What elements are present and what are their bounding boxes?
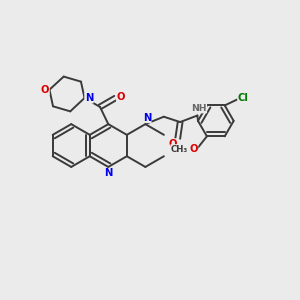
Text: O: O — [41, 85, 49, 95]
Text: Cl: Cl — [238, 93, 249, 103]
Text: NH: NH — [191, 104, 207, 113]
Text: N: N — [143, 112, 151, 123]
Text: N: N — [85, 93, 93, 103]
Text: O: O — [189, 144, 198, 154]
Text: O: O — [168, 139, 177, 149]
Text: N: N — [104, 169, 112, 178]
Text: CH₃: CH₃ — [171, 145, 188, 154]
Text: O: O — [116, 92, 125, 101]
